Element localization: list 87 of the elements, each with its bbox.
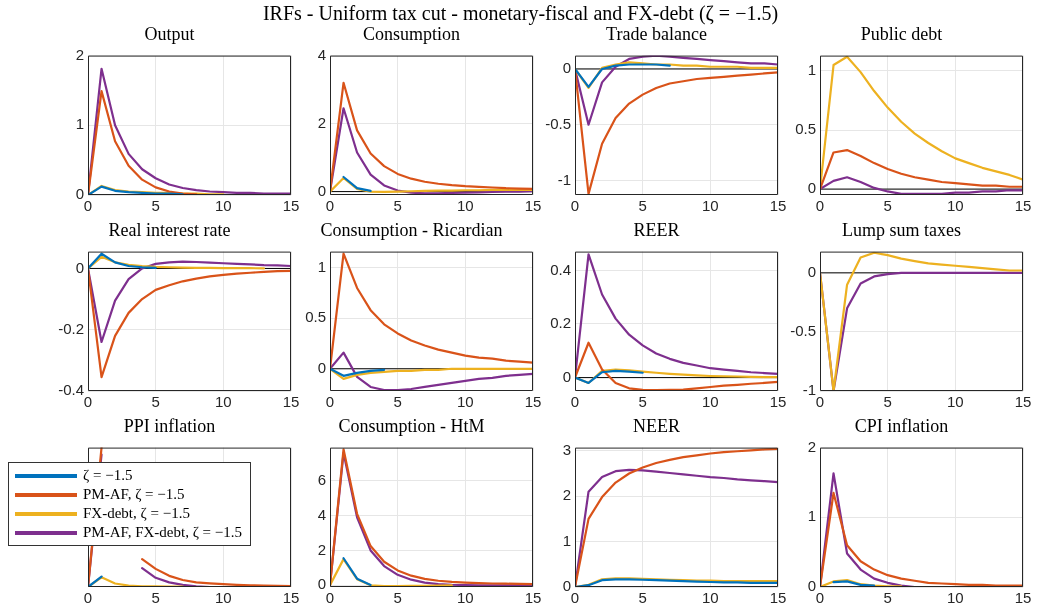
y-tick-label: -0.4 (58, 381, 84, 399)
chart-title: Consumption - Ricardian (320, 219, 503, 240)
legend-label: ζ = −1.5 (83, 467, 133, 484)
chart-title: Public debt (860, 23, 943, 44)
y-tick-label: 4 (317, 45, 326, 63)
x-tick-label: 5 (393, 197, 402, 215)
x-tick-label: 15 (1014, 197, 1032, 215)
x-tick-label: 15 (524, 197, 542, 215)
x-tick-label: 15 (769, 393, 787, 411)
x-tick-label: 10 (701, 197, 719, 215)
x-tick-label: 15 (769, 197, 787, 215)
y-tick-label: 6 (317, 470, 326, 488)
y-tick-label: 0.2 (550, 314, 571, 332)
x-tick-label: 5 (151, 589, 160, 607)
y-tick-label: 2 (75, 45, 84, 63)
chart-title: PPI inflation (123, 415, 216, 436)
x-tick-label: 10 (701, 589, 719, 607)
x-tick-label: 15 (524, 589, 542, 607)
x-tick-label: 5 (638, 197, 647, 215)
y-tick-label: 2 (317, 540, 326, 558)
x-tick-label: 10 (456, 589, 474, 607)
y-tick-label: 0 (317, 575, 326, 593)
y-tick-label: 3 (562, 440, 571, 458)
x-tick-label: 5 (638, 393, 647, 411)
y-tick-label: -0.5 (545, 114, 571, 132)
x-tick-label: 5 (883, 393, 892, 411)
chart-title: Consumption (362, 23, 461, 44)
x-tick-label: 15 (282, 393, 300, 411)
y-tick-label: 0 (807, 577, 816, 595)
y-tick-label: 0 (317, 358, 326, 376)
y-tick-label: 1 (562, 531, 571, 549)
x-tick-label: 15 (282, 197, 300, 215)
x-tick-label: 10 (214, 589, 232, 607)
legend-label: FX-debt, ζ = −1.5 (83, 505, 190, 522)
x-tick-label: 5 (393, 393, 402, 411)
y-tick-label: 0.5 (305, 308, 326, 326)
x-tick-label: 15 (282, 589, 300, 607)
y-tick-label: 0 (317, 181, 326, 199)
y-tick-label: 0.4 (550, 260, 571, 278)
chart-title: NEER (633, 415, 680, 436)
y-tick-label: 1 (807, 507, 816, 525)
y-tick-label: 1 (75, 115, 84, 133)
x-tick-label: 5 (883, 197, 892, 215)
x-tick-label: 10 (456, 393, 474, 411)
y-tick-label: 2 (807, 437, 816, 455)
x-tick-label: 5 (151, 197, 160, 215)
y-tick-label: 1 (807, 61, 816, 79)
x-tick-label: 15 (1014, 393, 1032, 411)
y-tick-label: -0.2 (58, 319, 84, 337)
x-tick-label: 10 (214, 197, 232, 215)
y-tick-label: 2 (317, 113, 326, 131)
chart-title: Consumption - HtM (338, 415, 485, 436)
chart-title: Lump sum taxes (842, 219, 961, 240)
y-tick-label: 0 (562, 59, 571, 77)
legend-label: PM-AF, FX-debt, ζ = −1.5 (83, 524, 243, 541)
y-tick-label: 0 (807, 179, 816, 197)
text: IRFs - Uniform tax cut - monetary-fiscal and FX-debt (ζ = −1.5) (261, 2, 780, 25)
y-tick-label: 4 (317, 505, 326, 523)
y-tick-label: -1 (802, 381, 816, 399)
x-tick-label: 15 (1014, 589, 1032, 607)
x-tick-label: 5 (638, 589, 647, 607)
y-tick-label: 0 (75, 258, 84, 276)
x-tick-label: 15 (524, 393, 542, 411)
x-tick-label: 5 (151, 393, 160, 411)
x-tick-label: 10 (946, 197, 964, 215)
y-tick-label: -0.5 (790, 322, 816, 340)
y-tick-label: 0.5 (795, 120, 816, 138)
x-tick-label: 10 (214, 393, 232, 411)
y-tick-label: 0 (807, 263, 816, 281)
y-tick-label: 1 (317, 257, 326, 275)
x-tick-label: 5 (393, 589, 402, 607)
x-tick-label: 10 (946, 393, 964, 411)
chart-title: CPI inflation (854, 415, 949, 436)
y-tick-label: 0 (75, 185, 84, 203)
y-tick-label: 2 (562, 486, 571, 504)
x-tick-label: 10 (701, 393, 719, 411)
chart-title: REER (633, 219, 680, 240)
chart-title: Output (144, 23, 195, 44)
x-tick-label: 15 (769, 589, 787, 607)
chart-title: Real interest rate (108, 219, 231, 240)
x-tick-label: 5 (883, 589, 892, 607)
x-tick-label: 10 (456, 197, 474, 215)
y-tick-label: 0 (562, 367, 571, 385)
x-tick-label: 10 (946, 589, 964, 607)
y-tick-label: -1 (557, 170, 571, 188)
legend-label: PM-AF, ζ = −1.5 (83, 486, 185, 503)
y-tick-label: 0 (562, 577, 571, 595)
